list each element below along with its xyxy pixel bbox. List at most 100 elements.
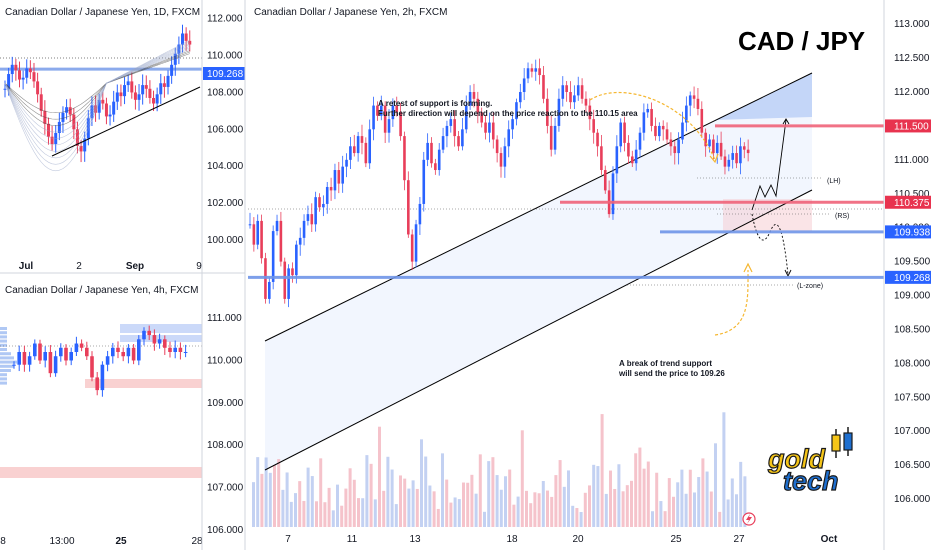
h2-volume-bar <box>529 503 533 527</box>
daily-candle-body <box>10 64 14 75</box>
h2-volume-bar <box>588 485 591 527</box>
h4-zone-red <box>85 379 202 388</box>
h2-volume-bar <box>399 475 402 527</box>
h2-candle-body <box>256 220 260 245</box>
h2-candle-body <box>271 231 275 282</box>
h2-x-tick: 7 <box>285 534 291 545</box>
h2-volume-bar <box>260 473 264 527</box>
h2-volume-bar <box>688 469 692 527</box>
daily-candle-body <box>155 94 159 104</box>
tag-lzone: (L-zone) <box>797 283 823 290</box>
daily-price-label: 109.268 <box>207 69 244 80</box>
daily-ma-line <box>4 45 190 146</box>
h2-volume-bar <box>609 470 612 527</box>
h4-candle-body <box>79 343 84 348</box>
h2-x-axis: 7 11 13 18 20 25 27 Oct <box>285 534 838 545</box>
h2-volume-bar <box>420 439 423 527</box>
h2-candle-body <box>383 105 387 133</box>
daily-candle-body <box>21 77 25 80</box>
daily-candle-body <box>7 74 11 89</box>
h2-candle-body <box>565 85 568 93</box>
h2-volume-bar <box>386 456 390 527</box>
h2-candle-body <box>410 234 414 262</box>
h2-volume-bar <box>390 469 394 527</box>
h4-volume-profile-bar <box>0 381 7 385</box>
h2-volume-bar <box>680 469 684 527</box>
h2-volume-bar <box>520 430 524 527</box>
daily-candle-body <box>108 114 112 117</box>
h4-candle-body <box>69 352 73 361</box>
h2-y-tick: 106.500 <box>894 460 931 471</box>
h2-y-tick: 108.500 <box>894 324 931 335</box>
h2-candle-body <box>453 119 456 137</box>
h2-candle-body <box>507 129 511 147</box>
h2-volume-bar <box>651 511 654 527</box>
daily-title: Canadian Dollar / Japanese Yen, 1D, FXCM <box>5 7 200 18</box>
h2-level-tag <box>885 270 931 284</box>
h2-volume-bar <box>705 471 709 527</box>
daily-candle-body <box>141 85 145 95</box>
h2-candle-body <box>395 105 399 113</box>
h2-volume-bar <box>718 511 722 527</box>
h2-candle-body <box>298 237 302 245</box>
h2-volume-bar <box>407 488 411 527</box>
h2-volume-bar <box>546 490 549 527</box>
h2-volume-bar <box>600 414 604 527</box>
h4-volume-profile-bar <box>0 348 7 351</box>
h4-candle-body <box>90 356 94 378</box>
h2-y-tick: 113.000 <box>894 19 930 30</box>
h2-candle-body <box>731 153 734 160</box>
h4-y-tick: 108.000 <box>207 440 244 451</box>
daily-ma-line <box>4 39 190 172</box>
h4-x-tick: 28 <box>191 536 203 547</box>
h2-volume-bar <box>470 474 474 527</box>
h2-volume-bar <box>273 465 276 527</box>
daily-candle-body <box>101 99 105 104</box>
h4-y-tick: 106.000 <box>207 525 244 536</box>
daily-candle-body <box>137 94 141 100</box>
h2-volume-bar <box>268 472 272 527</box>
daily-y-axis: 112.000 110.000 108.000 106.000 104.000 102.0… <box>207 14 244 246</box>
h2-candle-body <box>341 166 344 184</box>
h2-candle-body <box>491 122 495 140</box>
h2-candle-body <box>268 281 271 299</box>
h2-candle-body <box>611 173 615 215</box>
h2-candle-body <box>600 146 603 171</box>
h2-candle-body <box>503 146 507 167</box>
h2-pane: Canadian Dollar / Japanese Yen, 2h, FXCM… <box>248 7 931 545</box>
h2-x-tick: 25 <box>670 534 682 545</box>
h4-candle-body <box>38 343 42 361</box>
h2-candle-body <box>426 142 429 160</box>
h4-candle-body <box>105 356 110 365</box>
daily-candle-body <box>181 33 185 45</box>
h2-candle-body <box>669 139 673 147</box>
daily-pane: Canadian Dollar / Japanese Yen, 1D, FXCM… <box>0 7 245 272</box>
h2-candle-body <box>295 244 298 276</box>
h4-x-axis: 8 13:00 25 28 <box>0 536 203 547</box>
h2-candle-body <box>642 112 646 133</box>
daily-candle-body <box>94 105 98 113</box>
h4-candle-body <box>111 347 115 357</box>
h2-volume-bar <box>575 507 579 527</box>
daily-candle-body <box>159 83 163 95</box>
daily-candle-body <box>65 107 69 113</box>
h2-candle-body <box>712 139 715 154</box>
h2-volume-bar <box>722 412 726 527</box>
daily-y-tick: 112.000 <box>207 14 243 25</box>
h2-candle-body <box>688 95 692 106</box>
h2-x-tick: 20 <box>572 534 584 545</box>
h2-candle-body <box>634 149 638 164</box>
h2-level-label: 110.375 <box>894 198 930 209</box>
h2-candle-body <box>434 163 437 171</box>
h4-candle-body <box>178 347 183 352</box>
h2-volume-bar <box>508 469 512 527</box>
h4-volume-profile-bar <box>0 364 14 368</box>
h2-candle-body <box>646 108 650 113</box>
h2-volume-bar <box>714 443 717 527</box>
h2-candle-body <box>291 268 294 276</box>
daily-y-tick: 102.000 <box>207 198 244 209</box>
daily-y-tick: 100.000 <box>207 235 244 246</box>
h2-volume-bar <box>411 480 415 527</box>
h2-level-label: 109.938 <box>894 227 931 238</box>
h2-x-tick: 18 <box>506 534 518 545</box>
